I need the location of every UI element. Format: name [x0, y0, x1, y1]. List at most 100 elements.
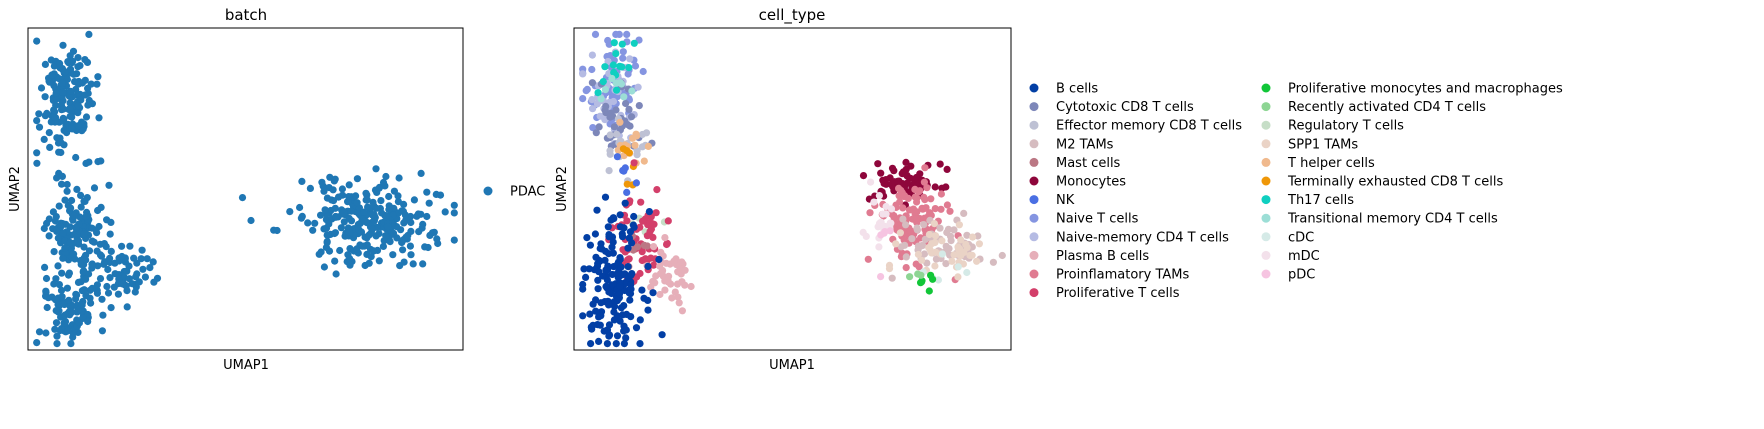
point-pdac: [389, 211, 397, 219]
point-b-cells: [594, 276, 602, 284]
point-pdac: [96, 251, 105, 259]
point-b-cells: [620, 224, 628, 232]
legend-marker-effector-memory-cd8-t-cells: [1029, 120, 1039, 130]
point-pdac: [332, 270, 340, 278]
point-pdac: [375, 257, 383, 265]
point-pdac: [137, 255, 145, 263]
legend-marker-terminally-exhausted-cd8-t-cells: [1261, 176, 1271, 186]
point-pdac: [325, 220, 333, 228]
point-pdac: [150, 278, 158, 286]
point-pdac: [77, 203, 85, 211]
point-plasma-b-cells: [675, 299, 683, 307]
legend-marker-nk: [1029, 195, 1039, 205]
point-pdac: [72, 153, 80, 162]
point-monocytes: [874, 160, 882, 168]
point-mast-cells: [633, 243, 642, 251]
point-nk: [621, 164, 629, 172]
point-pdac: [386, 238, 394, 246]
point-pdac: [77, 191, 85, 199]
point-pdac: [84, 101, 92, 109]
legend-label-cdc: cDC: [1288, 230, 1314, 245]
point-proliferative-t-cells: [643, 232, 652, 240]
point-plasma-b-cells: [661, 234, 669, 242]
point-pdac: [33, 37, 41, 45]
point-pdac: [135, 278, 143, 286]
point-b-cells: [605, 332, 613, 340]
point-pdac: [107, 247, 115, 255]
point-recently-activated-cd4-t-cells: [914, 270, 922, 278]
point-pdac: [345, 181, 353, 189]
point-pdac: [42, 274, 51, 283]
point-proinflamatory-tams: [927, 195, 935, 203]
point-th17-cells: [630, 39, 638, 47]
point-pdac: [347, 207, 355, 215]
point-pdac: [317, 211, 325, 219]
point-pdac: [88, 237, 96, 245]
point-pdac: [45, 232, 53, 240]
point-pdac: [304, 219, 312, 227]
point-b-cells: [590, 266, 599, 274]
point-spp1-tams: [963, 244, 971, 252]
point-pdac: [81, 91, 89, 99]
point-b-cells: [587, 340, 595, 348]
point-pdac: [68, 57, 77, 65]
point-m2-tams: [946, 232, 955, 240]
legend-label-mdc: mDC: [1288, 249, 1320, 264]
point-pdac: [46, 78, 54, 86]
point-pdac: [82, 275, 90, 283]
point-naive-t-cells: [591, 30, 600, 38]
point-pdac: [61, 244, 69, 252]
point-effector-memory-cd8-t-cells: [605, 167, 613, 175]
point-transitional-memory-cd4-t-cells: [608, 74, 616, 83]
point-pdac: [56, 59, 64, 68]
point-m2-tams: [918, 242, 926, 250]
point-naive-t-cells: [624, 70, 632, 78]
legend-marker-pdac: [483, 186, 493, 196]
point-mdc: [874, 223, 882, 231]
point-naive-memory-cd4-t-cells: [634, 83, 642, 91]
point-pdac: [372, 204, 380, 212]
point-pdac: [417, 169, 425, 177]
point-cytotoxic-cd8-t-cells: [588, 79, 597, 87]
point-naive-t-cells: [619, 48, 627, 56]
point-b-cells: [616, 282, 624, 290]
point-pdac: [55, 281, 64, 289]
point-pdac: [79, 268, 87, 276]
point-pdac: [41, 93, 49, 101]
point-pdac: [61, 196, 69, 204]
point-pdac: [45, 215, 53, 223]
point-b-cells: [617, 304, 626, 312]
point-proliferative-t-cells: [646, 219, 654, 227]
point-pdac: [345, 193, 353, 201]
point-b-cells: [600, 327, 608, 335]
point-b-cells: [596, 244, 604, 253]
point-cdc: [938, 250, 947, 258]
point-pdac: [33, 117, 41, 125]
point-mdc: [875, 192, 884, 200]
point-transitional-memory-cd4-t-cells: [597, 95, 605, 103]
point-m2-tams: [963, 231, 971, 239]
point-pdac: [98, 295, 106, 303]
point-pdac: [63, 180, 71, 189]
point-spp1-tams: [957, 236, 965, 244]
point-pdac: [125, 275, 133, 283]
point-m2-tams: [921, 235, 929, 243]
legend-label-pdc: pDC: [1288, 268, 1315, 283]
point-pdac: [336, 246, 344, 255]
legend-marker-monocytes: [1029, 176, 1039, 186]
legend-label-recently-activated-cd4-t-cells: Recently activated CD4 T cells: [1288, 100, 1486, 115]
point-pdac: [33, 339, 41, 347]
point-pdac: [74, 109, 82, 117]
point-mdc: [882, 210, 890, 218]
point-pdac: [42, 329, 50, 337]
point-pdac: [63, 75, 71, 84]
point-pdac: [375, 230, 383, 238]
legend-marker-proinflamatory-tams: [1029, 269, 1039, 279]
point-pdac: [331, 175, 339, 183]
point-b-cells: [620, 340, 629, 348]
point-pdac: [296, 203, 304, 212]
point-pdac: [433, 235, 441, 243]
point-monocytes: [931, 183, 939, 191]
point-pdac: [81, 197, 89, 205]
point-cytotoxic-cd8-t-cells: [606, 113, 614, 121]
